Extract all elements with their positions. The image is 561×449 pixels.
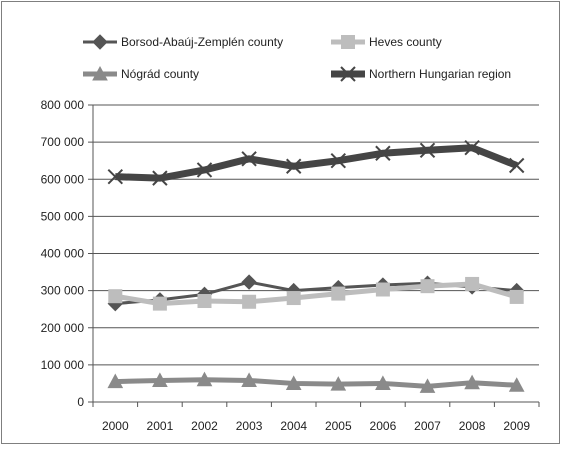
y-tick-label: 0 bbox=[77, 395, 84, 409]
y-tick-label: 700 000 bbox=[41, 135, 85, 149]
x-tick-label: 2004 bbox=[280, 419, 307, 433]
legend-item: Heves county bbox=[331, 35, 442, 49]
data-point bbox=[464, 374, 480, 390]
data-point bbox=[509, 289, 524, 304]
data-point bbox=[419, 142, 436, 158]
data-point bbox=[330, 152, 347, 169]
x-tick-label: 2001 bbox=[147, 419, 174, 433]
data-point bbox=[241, 274, 257, 290]
x-marker-stroke bbox=[107, 168, 124, 185]
legend: Borsod-Abaúj-Zemplén county Heves county N… bbox=[83, 34, 511, 82]
data-point bbox=[196, 162, 213, 178]
x-marker-stroke bbox=[241, 151, 257, 167]
y-tick-label: 300 000 bbox=[41, 284, 85, 298]
data-point bbox=[108, 289, 123, 304]
data-point bbox=[196, 371, 213, 387]
x-marker-stroke bbox=[375, 145, 391, 161]
x-marker-stroke bbox=[285, 158, 302, 174]
y-tick-label: 200 000 bbox=[41, 321, 85, 335]
data-point bbox=[107, 168, 124, 185]
data-point bbox=[241, 372, 257, 387]
data-point bbox=[152, 170, 168, 186]
legend-swatch-marker bbox=[341, 35, 355, 49]
data-point bbox=[375, 145, 391, 161]
data-point bbox=[419, 378, 436, 393]
data-point bbox=[420, 279, 435, 294]
x-tick-label: 2009 bbox=[503, 419, 530, 433]
data-point bbox=[375, 282, 390, 297]
gridlines bbox=[93, 104, 539, 366]
y-tick-label: 600 000 bbox=[41, 172, 85, 186]
x-tick-label: 2006 bbox=[370, 419, 397, 433]
data-point bbox=[285, 158, 302, 174]
data-point bbox=[331, 286, 346, 301]
legend-swatch-marker bbox=[92, 65, 108, 81]
data-point bbox=[464, 139, 480, 156]
data-point bbox=[107, 373, 124, 389]
x-marker-stroke bbox=[152, 170, 168, 186]
x-marker-stroke bbox=[330, 152, 347, 169]
legend-label: Nógrád county bbox=[121, 67, 199, 81]
data-point bbox=[330, 376, 347, 391]
y-tick-label: 400 000 bbox=[41, 247, 85, 261]
x-marker-stroke bbox=[419, 142, 436, 158]
data-point bbox=[286, 291, 301, 306]
data-point bbox=[242, 294, 257, 309]
legend-item: Northern Hungarian region bbox=[331, 66, 511, 82]
x-tick-label: 2003 bbox=[236, 419, 263, 433]
legend-label: Northern Hungarian region bbox=[369, 67, 511, 81]
data-point bbox=[197, 294, 212, 309]
legend-label: Heves county bbox=[369, 35, 442, 49]
axes: 0 100 000 200 000 300 000 400 000 500 000 600 … bbox=[41, 98, 540, 433]
legend-item: Nógrád county bbox=[83, 65, 199, 81]
data-point bbox=[152, 372, 168, 387]
legend-swatch-marker bbox=[340, 66, 356, 82]
data-point bbox=[375, 375, 391, 390]
legend-swatch-marker bbox=[92, 34, 108, 50]
x-marker-stroke bbox=[340, 66, 356, 82]
data-point bbox=[241, 151, 257, 167]
series-nograd-county bbox=[107, 371, 525, 393]
y-tick-label: 800 000 bbox=[41, 98, 85, 112]
data-point bbox=[508, 377, 525, 392]
series-line bbox=[115, 144, 518, 182]
legend-label: Borsod-Abaúj-Zemplén county bbox=[121, 35, 283, 49]
data-point bbox=[152, 296, 167, 311]
x-marker-stroke bbox=[508, 157, 525, 174]
data-point bbox=[465, 276, 480, 291]
series-line bbox=[114, 281, 518, 307]
x-tick-label: 2005 bbox=[325, 419, 352, 433]
x-tick-label: 2008 bbox=[459, 419, 486, 433]
x-marker-stroke bbox=[196, 162, 213, 178]
x-marker-stroke bbox=[464, 139, 480, 156]
x-tick-label: 2000 bbox=[102, 419, 129, 433]
series-lines bbox=[107, 139, 525, 393]
y-tick-label: 500 000 bbox=[41, 209, 85, 223]
series-heves-county bbox=[108, 276, 524, 311]
legend-item: Borsod-Abaúj-Zemplén county bbox=[83, 34, 283, 50]
series-line bbox=[115, 377, 517, 389]
data-point bbox=[285, 375, 302, 390]
series-northern-hungarian-region bbox=[107, 139, 525, 186]
x-tick-label: 2002 bbox=[191, 419, 218, 433]
x-tick-label: 2007 bbox=[414, 419, 441, 433]
y-tick-label: 100 000 bbox=[41, 358, 85, 372]
data-point bbox=[508, 157, 525, 174]
